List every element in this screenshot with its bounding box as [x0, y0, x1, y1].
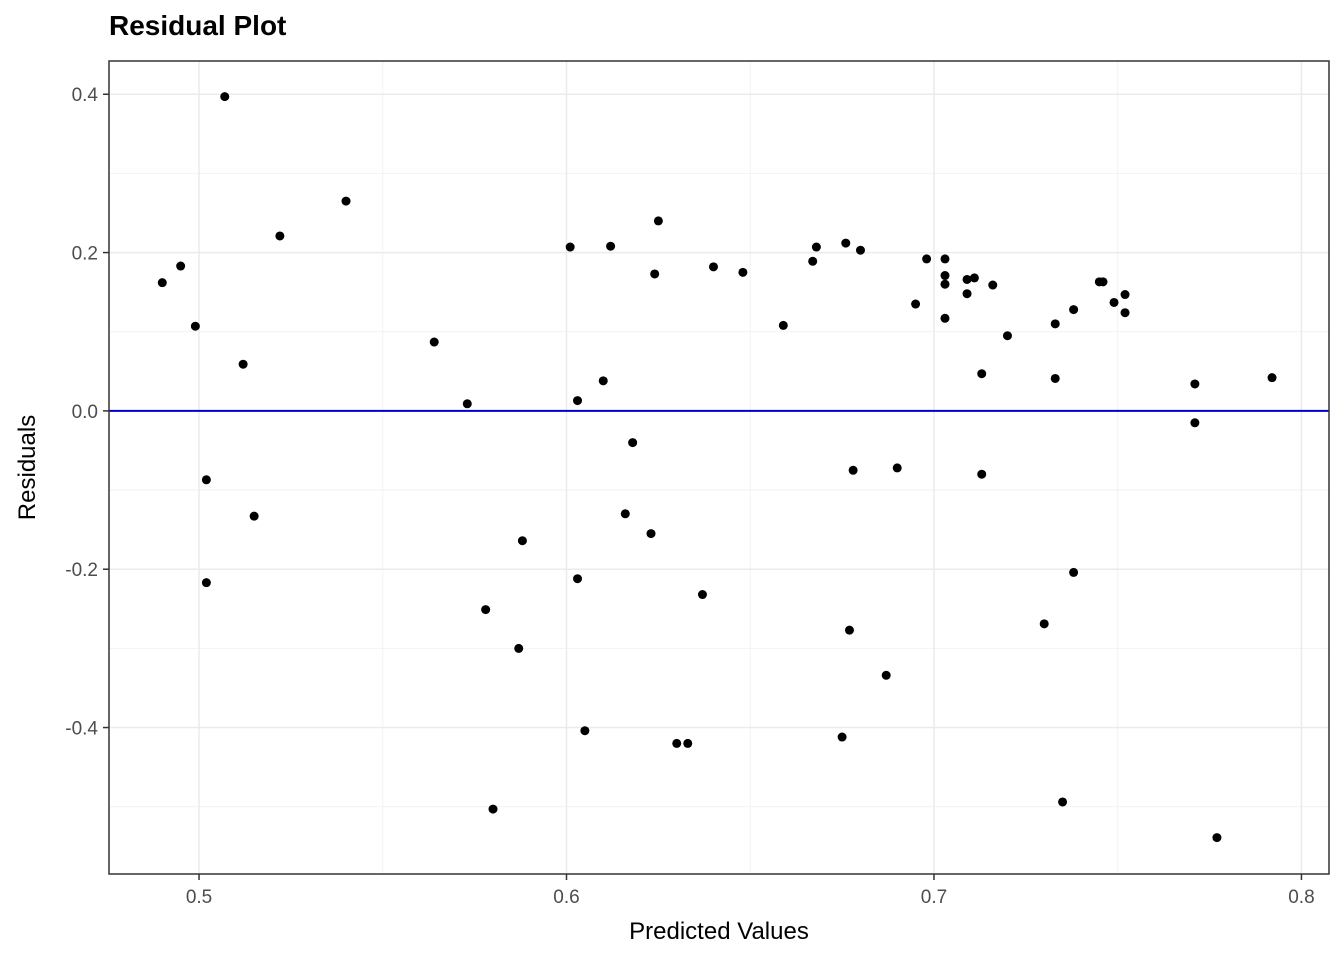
data-point — [672, 738, 682, 748]
x-tick-label: 0.8 — [1288, 887, 1314, 908]
minor-gridlines — [109, 61, 1329, 874]
data-points — [157, 92, 1277, 843]
data-point — [922, 254, 932, 264]
plot-panel-border — [108, 60, 1330, 875]
data-point — [201, 578, 211, 588]
data-point — [1039, 619, 1049, 629]
data-point — [481, 605, 491, 615]
data-point — [962, 274, 972, 284]
data-point — [1109, 297, 1119, 307]
data-point — [881, 670, 891, 680]
data-point — [940, 279, 950, 289]
data-point — [157, 278, 167, 288]
data-point — [190, 321, 200, 331]
data-point — [514, 643, 524, 653]
data-point — [1069, 567, 1079, 577]
data-point — [811, 242, 821, 252]
data-point — [977, 369, 987, 379]
data-point — [620, 509, 630, 519]
data-point — [1190, 418, 1200, 428]
data-point — [940, 271, 950, 281]
data-point — [1098, 277, 1108, 287]
data-point — [808, 256, 818, 266]
y-tick-label: 0.2 — [72, 244, 98, 265]
data-point — [892, 463, 902, 473]
data-point — [580, 726, 590, 736]
data-point — [940, 254, 950, 264]
data-point — [650, 269, 660, 279]
data-point — [855, 245, 865, 255]
data-point — [462, 399, 472, 409]
data-point — [844, 625, 854, 635]
data-point — [220, 92, 230, 102]
data-point — [1212, 833, 1222, 843]
data-point — [646, 529, 656, 539]
data-point — [848, 465, 858, 475]
data-point — [837, 732, 847, 742]
data-point — [606, 241, 616, 251]
chart-title: Residual Plot — [109, 10, 287, 41]
data-point — [341, 196, 351, 206]
data-point — [628, 438, 638, 448]
y-tick-label: -0.4 — [65, 719, 98, 740]
data-point — [1058, 797, 1068, 807]
data-point — [988, 280, 998, 290]
x-tick-label: 0.7 — [921, 887, 947, 908]
x-axis-title: Predicted Values — [629, 918, 809, 945]
data-point — [1120, 308, 1130, 318]
data-point — [1002, 331, 1012, 341]
data-point — [738, 267, 748, 277]
data-point — [683, 738, 693, 748]
data-point — [201, 475, 211, 485]
data-point — [573, 396, 583, 406]
x-axis-ticks: 0.5 0.6 0.7 0.8 — [186, 874, 1315, 908]
data-point — [565, 242, 575, 252]
data-point — [708, 262, 718, 272]
x-tick-label: 0.6 — [553, 887, 579, 908]
y-tick-label: 0.4 — [72, 85, 99, 106]
data-point — [488, 804, 498, 814]
y-axis-title: Residuals — [14, 415, 41, 520]
data-point — [238, 359, 248, 369]
data-point — [778, 320, 788, 330]
data-point — [249, 511, 259, 521]
data-point — [841, 238, 851, 248]
data-point — [176, 261, 186, 271]
data-point — [1050, 319, 1060, 329]
x-tick-label: 0.5 — [186, 887, 212, 908]
y-tick-label: -0.2 — [65, 560, 98, 581]
data-point — [598, 376, 608, 386]
data-point — [1190, 379, 1200, 389]
data-point — [969, 273, 979, 283]
data-point — [1267, 373, 1277, 383]
data-point — [940, 313, 950, 323]
data-point — [911, 299, 921, 309]
y-axis-ticks: -0.4 -0.2 0.0 0.2 0.4 — [65, 85, 109, 740]
data-point — [697, 590, 707, 600]
data-point — [653, 216, 663, 226]
data-point — [962, 289, 972, 299]
data-point — [573, 574, 583, 584]
data-point — [275, 231, 285, 241]
data-point — [1050, 373, 1060, 383]
data-point — [429, 337, 439, 347]
data-point — [977, 469, 987, 479]
major-gridlines — [109, 61, 1329, 874]
y-tick-label: 0.0 — [72, 402, 98, 423]
data-point — [1120, 290, 1130, 300]
data-point — [517, 536, 527, 546]
data-point — [1069, 305, 1079, 315]
